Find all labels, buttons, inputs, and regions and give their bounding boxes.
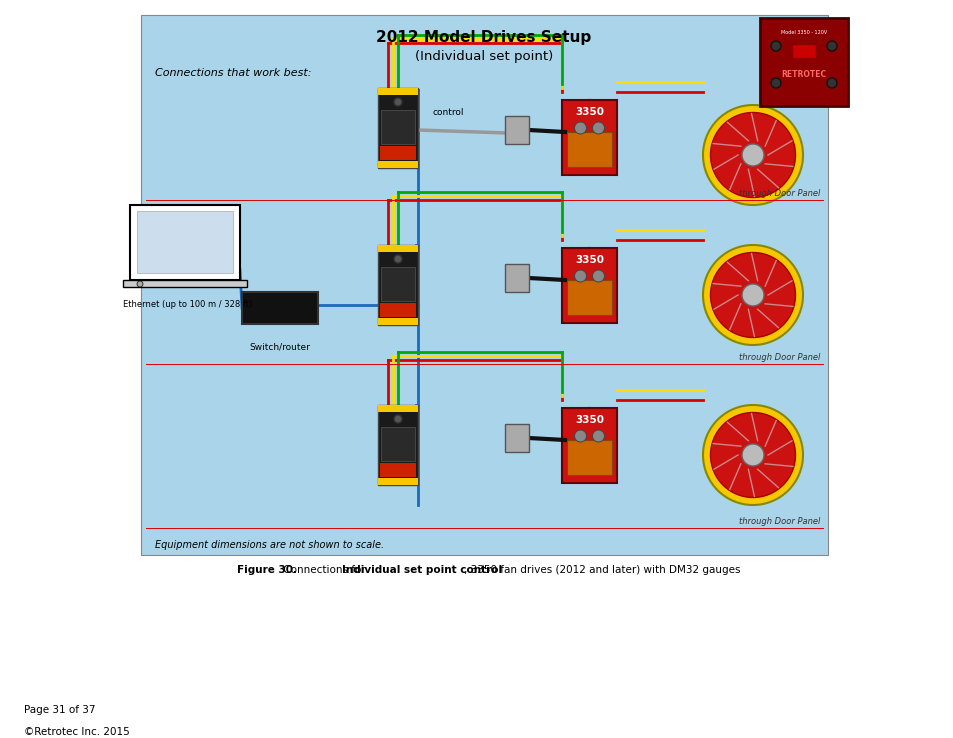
Circle shape [826,78,836,88]
Bar [377,245,417,325]
Text: Ethernet (up to 100 m / 328 ft): Ethernet (up to 100 m / 328 ft) [123,300,252,309]
Text: Equipment dimensions are not shown to scale.: Equipment dimensions are not shown to sc… [154,540,384,550]
Text: Page 31 of 37: Page 31 of 37 [24,705,95,715]
Circle shape [592,122,604,134]
Circle shape [702,105,802,205]
Bar [561,100,617,175]
Bar [123,280,247,287]
Circle shape [710,413,795,497]
Text: Figure 30.: Figure 30. [236,565,296,575]
Bar [242,292,317,324]
Text: , 3350 fan drives (2012 and later) with DM32 gauges: , 3350 fan drives (2012 and later) with … [463,565,740,575]
Circle shape [702,245,802,345]
Circle shape [394,255,401,263]
Bar [377,245,417,252]
Bar [130,205,240,280]
Circle shape [770,41,781,51]
Bar [504,116,529,144]
Bar [377,405,417,485]
Text: (Individual set point): (Individual set point) [415,50,553,63]
Circle shape [394,415,401,423]
Bar [379,303,416,317]
Circle shape [770,78,781,88]
Text: Individual set point control: Individual set point control [341,565,501,575]
Bar [566,132,612,167]
Text: through Door Panel: through Door Panel [738,517,820,526]
Bar [379,463,416,477]
Bar [377,405,417,412]
Bar [561,408,617,483]
Text: through Door Panel: through Door Panel [738,189,820,198]
Bar [504,424,529,452]
Circle shape [137,281,143,287]
Bar [379,146,416,160]
Circle shape [574,122,586,134]
Bar [380,427,415,461]
Text: Switch/router: Switch/router [250,342,310,351]
Circle shape [710,252,795,337]
Circle shape [826,41,836,51]
Text: through Door Panel: through Door Panel [738,353,820,362]
Circle shape [592,430,604,442]
Text: 3350: 3350 [575,107,603,117]
Bar [141,15,827,555]
Text: control: control [432,108,463,117]
Text: 2012 Model Drives Setup: 2012 Model Drives Setup [376,30,591,45]
Bar [377,478,417,485]
Bar [377,318,417,325]
Bar [380,267,415,301]
Circle shape [741,144,763,166]
Bar [561,248,617,323]
Circle shape [574,430,586,442]
Text: RETROTEC: RETROTEC [781,70,825,79]
Text: 3350: 3350 [575,255,603,265]
Bar [380,110,415,144]
Bar [504,264,529,292]
Circle shape [741,444,763,466]
Text: 3350: 3350 [575,415,603,425]
Circle shape [394,98,401,106]
Bar [566,440,612,475]
Bar [377,88,417,168]
Bar [137,211,233,273]
Circle shape [592,270,604,282]
Circle shape [710,112,795,198]
Bar [760,18,847,106]
Bar [566,280,612,315]
Text: Connections that work best:: Connections that work best: [154,68,312,78]
Circle shape [702,405,802,505]
Bar [377,88,417,95]
Bar [791,44,815,58]
Bar [377,161,417,168]
Text: Model 3350 - 120V: Model 3350 - 120V [781,30,826,35]
Text: Connections for: Connections for [279,565,368,575]
Circle shape [741,284,763,306]
Circle shape [574,270,586,282]
Text: ©Retrotec Inc. 2015: ©Retrotec Inc. 2015 [24,727,130,737]
